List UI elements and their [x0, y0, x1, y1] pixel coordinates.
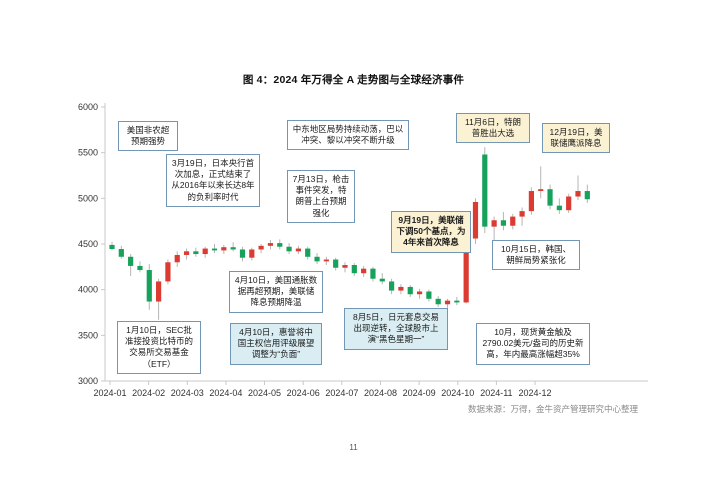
x-axis-tick-label: 2024-11	[480, 388, 512, 398]
candlestick	[165, 262, 171, 282]
candlestick	[426, 291, 432, 299]
candlestick	[472, 201, 479, 239]
candlestick	[584, 191, 590, 200]
x-axis-tick-label: 2024-05	[248, 388, 281, 398]
candlestick	[156, 281, 162, 302]
candlestick	[444, 300, 451, 305]
candlestick	[249, 249, 255, 258]
candlestick	[239, 249, 246, 258]
candlestick	[137, 265, 143, 271]
x-axis-tick-label: 2024-10	[441, 388, 474, 398]
candlestick	[305, 248, 311, 257]
candlestick	[491, 220, 497, 227]
y-axis-tick-label: 3500	[78, 330, 98, 340]
candlestick	[109, 244, 115, 250]
x-axis-tick-label: 2024-07	[325, 388, 358, 398]
page-number: 11	[349, 443, 358, 452]
x-axis-tick-label: 2024-04	[209, 388, 242, 398]
candlestick	[398, 286, 404, 291]
candlestick	[463, 240, 469, 303]
candlestick	[379, 278, 385, 282]
candlestick	[500, 220, 507, 226]
candlestick	[146, 270, 152, 302]
y-axis-tick-label: 5500	[78, 148, 98, 158]
candlestick	[230, 247, 236, 250]
candlestick	[566, 196, 572, 211]
y-axis-tick-label: 4000	[78, 285, 98, 295]
candlestick	[174, 254, 180, 263]
candlestick	[351, 265, 357, 274]
candlestick	[323, 259, 329, 262]
candlestick	[575, 191, 581, 197]
y-axis-tick-label: 5000	[78, 193, 98, 203]
candlestick	[528, 191, 534, 212]
candlestick	[435, 298, 441, 305]
x-axis-tick-label: 2024-06	[287, 388, 320, 398]
candlestick	[211, 248, 218, 251]
candlestick	[277, 243, 283, 247]
y-axis-tick-label: 6000	[78, 102, 98, 112]
candlestick	[361, 268, 367, 274]
candlestick	[118, 249, 124, 257]
candlestick	[202, 248, 208, 255]
chart-title: 图 4：2024 年万得全 A 走势图与全球经济事件	[242, 74, 465, 86]
candlestick	[314, 256, 320, 262]
candlestick	[519, 211, 525, 217]
candlestick	[510, 216, 516, 226]
x-axis-tick-label: 2024-03	[171, 388, 204, 398]
x-axis-tick-label: 2024-09	[403, 388, 436, 398]
y-axis-tick-label: 4500	[78, 239, 98, 249]
candlestick	[547, 189, 553, 206]
candlestick	[258, 245, 264, 250]
candlestick	[183, 251, 190, 255]
candlestick	[267, 243, 274, 246]
candlestick	[454, 300, 460, 303]
candlestick	[538, 189, 544, 192]
candlestick	[389, 281, 395, 291]
candlestick	[416, 291, 423, 295]
candlestick	[221, 247, 227, 251]
y-axis-tick-label: 3000	[78, 376, 98, 386]
x-axis-tick-label: 2024-02	[132, 388, 165, 398]
candlestick	[193, 251, 199, 255]
x-axis-tick-label: 2024-01	[93, 388, 126, 398]
data-source-note: 数据来源：万得，金牛资产管理研究中心整理	[467, 404, 638, 414]
candlestick	[482, 154, 488, 227]
candlestick	[407, 286, 413, 295]
candlestick	[295, 248, 301, 252]
x-axis-tick-label: 2024-08	[364, 388, 397, 398]
x-axis-tick-label: 2024-12	[519, 388, 552, 398]
candlestick	[370, 268, 376, 279]
candlestick	[333, 259, 339, 268]
candlestick	[128, 256, 134, 266]
candlestick	[556, 205, 562, 211]
candlestick	[286, 246, 292, 252]
candlestick	[342, 265, 348, 268]
